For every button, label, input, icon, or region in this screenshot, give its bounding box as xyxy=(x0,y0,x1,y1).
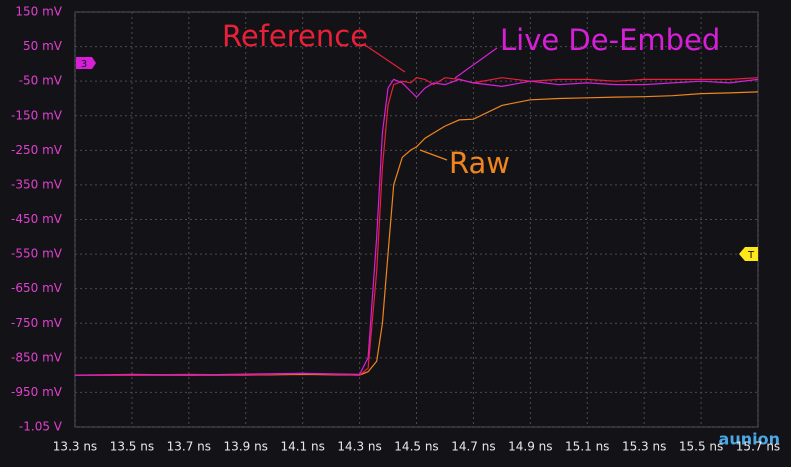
x-tick-label: 13.9 ns xyxy=(224,440,268,454)
x-tick-label: 14.9 ns xyxy=(508,440,552,454)
annotation-leader xyxy=(454,47,498,79)
x-tick-label: 14.3 ns xyxy=(337,440,381,454)
channel-marker-bg xyxy=(76,57,96,69)
annotation-leader xyxy=(364,44,406,73)
series-label: Live De-Embed xyxy=(500,23,720,57)
x-tick-label: 13.3 ns xyxy=(53,440,97,454)
y-tick-label: -950 mV xyxy=(11,385,63,399)
channel-marker: 3 xyxy=(81,59,87,70)
x-tick-label: 14.5 ns xyxy=(394,440,438,454)
x-tick-label: 13.5 ns xyxy=(110,440,154,454)
x-tick-label: 15.5 ns xyxy=(679,440,723,454)
x-tick-label: 14.1 ns xyxy=(280,440,324,454)
logo: aunion xyxy=(719,430,780,449)
series-label: Raw xyxy=(449,146,510,180)
y-tick-label: -750 mV xyxy=(11,316,63,330)
y-tick-label: -650 mV xyxy=(11,281,63,295)
y-tick-label: -1.05 V xyxy=(19,420,63,434)
trigger-marker: T xyxy=(747,250,755,261)
y-tick-label: -850 mV xyxy=(11,350,63,364)
annotation-leader xyxy=(419,149,448,161)
trigger-marker-bg xyxy=(739,247,758,261)
y-tick-label: 150 mV xyxy=(15,5,62,19)
y-tick-label: 50 mV xyxy=(23,39,63,53)
y-tick-label: -250 mV xyxy=(11,143,63,157)
series-label: Reference xyxy=(222,19,368,53)
x-tick-label: 14.7 ns xyxy=(451,440,495,454)
y-tick-label: -550 mV xyxy=(11,247,63,261)
x-tick-label: 13.7 ns xyxy=(167,440,211,454)
y-tick-label: -350 mV xyxy=(11,177,63,191)
y-tick-label: -50 mV xyxy=(19,74,63,88)
series-line xyxy=(74,78,759,376)
y-tick-label: -150 mV xyxy=(11,108,63,122)
x-tick-label: 15.1 ns xyxy=(565,440,609,454)
x-tick-label: 15.7 ns xyxy=(736,440,780,454)
y-tick-label: -450 mV xyxy=(11,212,63,226)
x-tick-label: 15.3 ns xyxy=(622,440,666,454)
